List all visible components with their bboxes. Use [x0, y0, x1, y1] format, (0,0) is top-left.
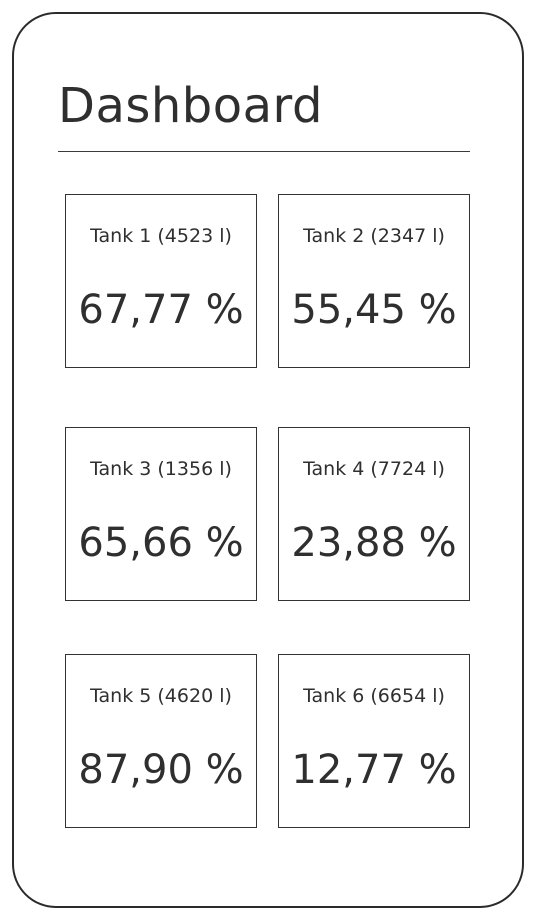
tank-tile-4[interactable]: Tank 4 (7724 l) 23,88 %: [278, 427, 470, 601]
page-title: Dashboard: [58, 78, 323, 134]
tank-tile-1[interactable]: Tank 1 (4523 l) 67,77 %: [65, 194, 257, 368]
tank-label: Tank 3 (1356 l): [90, 458, 232, 480]
tank-label: Tank 4 (7724 l): [303, 458, 445, 480]
tank-fill-value: 65,66 %: [78, 520, 244, 566]
tank-fill-value: 67,77 %: [78, 287, 244, 333]
tank-label: Tank 1 (4523 l): [90, 225, 232, 247]
tank-label: Tank 2 (2347 l): [303, 225, 445, 247]
tank-label: Tank 5 (4620 l): [90, 685, 232, 707]
tank-fill-value: 87,90 %: [78, 747, 244, 793]
tank-tile-5[interactable]: Tank 5 (4620 l) 87,90 %: [65, 654, 257, 828]
tank-fill-value: 12,77 %: [291, 747, 457, 793]
tank-fill-value: 23,88 %: [291, 520, 457, 566]
tank-tile-3[interactable]: Tank 3 (1356 l) 65,66 %: [65, 427, 257, 601]
tank-tile-2[interactable]: Tank 2 (2347 l) 55,45 %: [278, 194, 470, 368]
tank-label: Tank 6 (6654 l): [303, 685, 445, 707]
tank-fill-value: 55,45 %: [291, 287, 457, 333]
tank-tile-6[interactable]: Tank 6 (6654 l) 12,77 %: [278, 654, 470, 828]
title-divider: [58, 151, 470, 152]
